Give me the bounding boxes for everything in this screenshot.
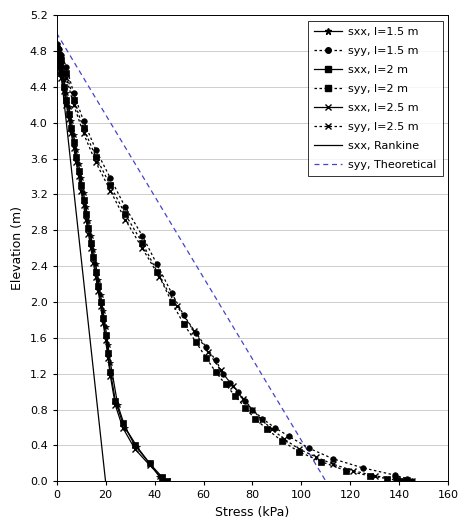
- Legend: sxx, l=1.5 m, syy, l=1.5 m, sxx, l=2 m, syy, l=2 m, sxx, l=2.5 m, syy, l=2.5 m, : sxx, l=1.5 m, syy, l=1.5 m, sxx, l=2 m, …: [308, 21, 443, 176]
- X-axis label: Stress (kPa): Stress (kPa): [215, 506, 290, 519]
- Y-axis label: Elevation (m): Elevation (m): [11, 206, 24, 290]
